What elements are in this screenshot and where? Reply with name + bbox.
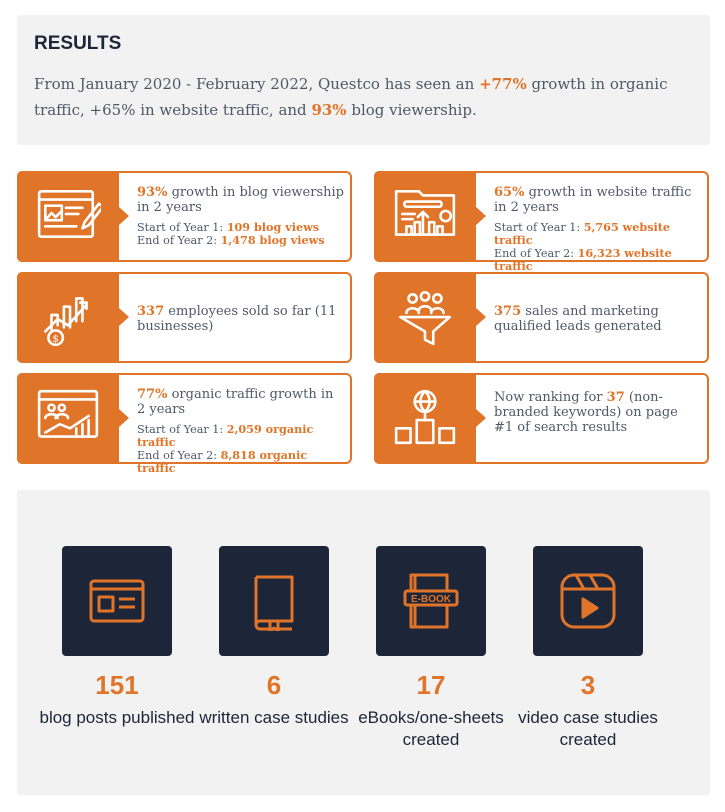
card-icon-block — [17, 171, 129, 262]
detail-value: 5,765 website traffic — [494, 220, 671, 247]
result-card: 93% growth in blog viewership in 2 years… — [17, 171, 352, 262]
card-details: Start of Year 1: 2,059 organic traffic En… — [137, 423, 344, 475]
intro-text: blog viewership. — [346, 101, 477, 119]
svg-text:E-BOOK: E-BOOK — [411, 594, 452, 605]
result-card: 375 sales and marketing qualified leads … — [374, 272, 709, 363]
stats-panel: 151 blog posts published 6 written case … — [17, 490, 710, 795]
results-panel: RESULTS From January 2020 - February 202… — [17, 15, 710, 145]
stat-tile — [62, 546, 172, 656]
card-text: 375 sales and marketing qualified leads … — [494, 304, 701, 334]
stat-label: written case studies — [199, 708, 349, 727]
globe-ranking-icon — [394, 389, 456, 445]
intro-highlight: +77% — [479, 75, 527, 93]
card-text: 93% growth in blog viewership in 2 years… — [137, 185, 344, 247]
card-description: growth in blog viewership in 2 years — [137, 185, 344, 215]
result-card: $ 337 employees sold so far (11 business… — [17, 272, 352, 363]
detail-label: Start of Year 1: — [137, 423, 227, 436]
result-card: 65% growth in website traffic in 2 years… — [374, 171, 709, 272]
stat-tile: E-BOOK — [376, 546, 486, 656]
stat-label: eBooks/one-sheets created — [358, 708, 504, 749]
blog-post-icon — [89, 579, 145, 623]
detail-label: End of Year 2: — [137, 234, 221, 247]
card-text: 77% organic traffic growth in 2 years St… — [137, 387, 344, 475]
stat-tile — [533, 546, 643, 656]
card-highlight: 337 — [137, 304, 165, 319]
card-details: Start of Year 1: 109 blog views End of Ye… — [137, 221, 344, 247]
detail-label: End of Year 2: — [494, 247, 578, 260]
card-description: sales and marketing qualified leads gene… — [494, 304, 662, 334]
stat-item: E-BOOK 17 eBooks/one-sheets created — [351, 546, 511, 751]
detail-value: 16,323 website traffic — [494, 246, 672, 273]
stat-item: 151 blog posts published — [37, 546, 197, 729]
stat-value: 3 — [580, 670, 596, 700]
card-highlight: 93% — [137, 185, 168, 200]
card-highlight: 375 — [494, 304, 522, 319]
card-highlight: 77% — [137, 387, 168, 402]
detail-value: 109 blog views — [226, 220, 320, 234]
detail-label: Start of Year 1: — [494, 221, 584, 234]
card-headline: Now ranking for 37 (non-branded keywords… — [494, 390, 701, 435]
stat-value: 151 — [95, 670, 139, 700]
sales-growth-icon: $ — [44, 297, 88, 346]
video-icon — [560, 573, 616, 629]
detail-value: 2,059 organic traffic — [137, 422, 314, 449]
blog-edit-icon — [37, 189, 101, 238]
card-icon-block — [374, 373, 486, 464]
card-text: Now ranking for 37 (non-branded keywords… — [494, 390, 701, 435]
intro-text: growth in organic traffic, +65% in websi… — [34, 75, 668, 119]
card-icon-block — [374, 171, 486, 262]
organic-traffic-icon — [37, 389, 99, 438]
card-description: employees sold so far (11 businesses) — [137, 304, 337, 334]
card-icon-block: $ — [17, 272, 129, 363]
detail-value: 1,478 blog views — [220, 233, 325, 247]
detail-label: Start of Year 1: — [137, 221, 227, 234]
stat-value: 17 — [416, 670, 446, 700]
stat-label: blog posts published — [39, 708, 195, 727]
stat-value: 6 — [266, 670, 282, 700]
result-card: Now ranking for 37 (non-branded keywords… — [374, 373, 709, 464]
stat-item: 6 written case studies — [194, 546, 354, 729]
stat-tile — [219, 546, 329, 656]
card-text: 337 employees sold so far (11 businesses… — [137, 304, 344, 334]
card-headline: 93% growth in blog viewership in 2 years — [137, 185, 344, 215]
card-description: organic traffic growth in 2 years — [137, 387, 334, 417]
card-text: 65% growth in website traffic in 2 years… — [494, 185, 701, 273]
lead-funnel-icon — [398, 290, 452, 346]
detail-label: End of Year 2: — [137, 449, 221, 462]
card-headline: 375 sales and marketing qualified leads … — [494, 304, 701, 334]
result-card: 77% organic traffic growth in 2 years St… — [17, 373, 352, 474]
svg-text:$: $ — [52, 333, 59, 345]
card-headline: 77% organic traffic growth in 2 years — [137, 387, 344, 417]
book-icon — [254, 575, 294, 631]
card-details: Start of Year 1: 5,765 website traffic En… — [494, 221, 701, 273]
card-headline: 65% growth in website traffic in 2 years — [494, 185, 701, 215]
intro-highlight: 93% — [311, 101, 347, 119]
results-intro: From January 2020 - February 2022, Quest… — [34, 71, 704, 123]
stat-label: video case studies created — [518, 708, 658, 749]
card-headline: 337 employees sold so far (11 businesses… — [137, 304, 344, 334]
card-description: (non-branded keywords) on page #1 of sea… — [494, 390, 678, 435]
card-highlight: 65% — [494, 185, 525, 200]
ebook-icon: E-BOOK — [403, 573, 459, 629]
card-description: growth in website traffic in 2 years — [494, 185, 692, 215]
stat-item: 3 video case studies created — [508, 546, 668, 751]
website-chart-icon — [394, 189, 456, 236]
card-prefix: Now ranking for — [494, 390, 607, 405]
card-icon-block — [374, 272, 486, 363]
card-highlight: 37 — [606, 390, 625, 405]
intro-text: From January 2020 - February 2022, Quest… — [34, 75, 480, 93]
card-icon-block — [17, 373, 129, 464]
results-title: RESULTS — [34, 33, 122, 54]
detail-value: 8,818 organic traffic — [137, 448, 308, 475]
